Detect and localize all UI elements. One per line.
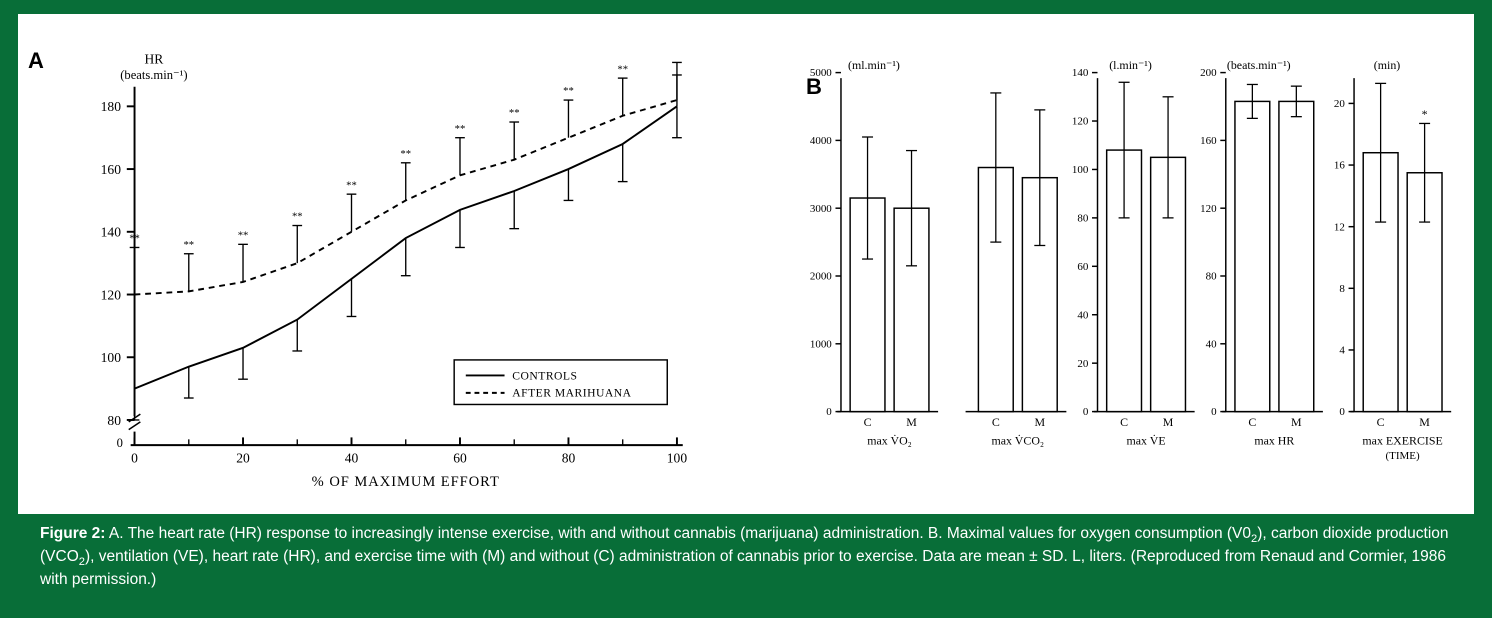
svg-text:**: **: [563, 86, 574, 97]
svg-text:200: 200: [1200, 67, 1217, 79]
svg-text:120: 120: [101, 287, 122, 302]
svg-text:180: 180: [101, 99, 122, 114]
svg-text:16: 16: [1334, 160, 1345, 172]
svg-text:8: 8: [1339, 283, 1345, 295]
svg-text:(TIME): (TIME): [1386, 450, 1421, 462]
svg-text:(ml.min⁻¹): (ml.min⁻¹): [848, 58, 900, 72]
svg-text:(beats.min⁻¹): (beats.min⁻¹): [120, 68, 187, 82]
svg-text:80: 80: [562, 451, 576, 466]
svg-text:**: **: [455, 124, 466, 135]
svg-text:**: **: [346, 180, 357, 191]
svg-text:3000: 3000: [810, 203, 832, 215]
svg-text:M: M: [1163, 415, 1174, 429]
svg-text:1000: 1000: [810, 338, 832, 350]
svg-text:40: 40: [1206, 338, 1217, 350]
svg-text:M: M: [1419, 415, 1430, 429]
svg-text:40: 40: [1077, 309, 1088, 321]
svg-text:140: 140: [1072, 67, 1089, 79]
svg-text:140: 140: [101, 225, 122, 240]
svg-text:100: 100: [667, 451, 688, 466]
svg-text:20: 20: [1077, 358, 1088, 370]
panel-a-chart: HR(beats.min⁻¹) 0 80 100 120 140 160 180 0 20 40 60…: [28, 24, 706, 506]
panel-b-chart: (ml.min⁻¹)010002000300040005000CMmax V̇O…: [786, 24, 1464, 506]
svg-text:(min): (min): [1374, 58, 1400, 72]
svg-text:max V̇O₂: max V̇O₂: [867, 433, 912, 447]
svg-text:20: 20: [236, 451, 250, 466]
svg-text:160: 160: [1200, 135, 1217, 147]
svg-text:0: 0: [1339, 406, 1345, 418]
svg-text:0: 0: [826, 406, 832, 418]
panel-b: B (ml.min⁻¹)010002000300040005000CMmax V…: [786, 24, 1464, 506]
svg-text:CONTROLS: CONTROLS: [512, 369, 577, 382]
svg-text:HR: HR: [145, 52, 165, 67]
svg-text:0: 0: [1211, 406, 1217, 418]
svg-text:max V̇E: max V̇E: [1127, 433, 1166, 447]
svg-text:AFTER MARIHUANA: AFTER MARIHUANA: [512, 387, 631, 400]
svg-text:*: *: [1422, 107, 1428, 121]
svg-text:max HR: max HR: [1254, 434, 1294, 448]
svg-text:max EXERCISE: max EXERCISE: [1362, 434, 1442, 448]
figure-caption: Figure 2: A. The heart rate (HR) respons…: [18, 514, 1474, 591]
svg-text:4: 4: [1339, 345, 1345, 357]
svg-text:160: 160: [101, 162, 122, 177]
svg-text:0: 0: [131, 451, 138, 466]
svg-text:(beats.min⁻¹): (beats.min⁻¹): [1227, 58, 1291, 72]
svg-text:C: C: [992, 415, 1000, 429]
svg-text:M: M: [906, 415, 917, 429]
svg-text:% OF MAXIMUM EFFORT: % OF MAXIMUM EFFORT: [312, 474, 500, 490]
svg-text:100: 100: [101, 350, 122, 365]
svg-text:**: **: [129, 234, 140, 245]
panel-a: A HR(beats.min⁻¹) 0 80 100 120 140 160 180 0 20 40…: [28, 24, 706, 506]
svg-text:max V̇CO₂: max V̇CO₂: [992, 433, 1045, 447]
svg-text:0: 0: [1083, 406, 1089, 418]
svg-text:120: 120: [1072, 116, 1089, 128]
svg-text:60: 60: [453, 451, 467, 466]
svg-text:20: 20: [1334, 98, 1345, 110]
svg-text:40: 40: [345, 451, 359, 466]
svg-text:**: **: [400, 149, 411, 160]
panel-b-letter: B: [806, 74, 822, 100]
caption-lead: Figure 2:: [40, 525, 105, 542]
svg-text:80: 80: [107, 413, 121, 428]
svg-text:**: **: [183, 240, 194, 251]
svg-text:100: 100: [1072, 164, 1089, 176]
svg-text:2000: 2000: [810, 271, 832, 283]
svg-text:C: C: [1120, 415, 1128, 429]
svg-text:60: 60: [1077, 261, 1088, 273]
svg-text:0: 0: [117, 436, 123, 450]
panel-a-letter: A: [28, 48, 44, 74]
caption-text-3: ), ventilation (VE), heart rate (HR), an…: [40, 548, 1446, 588]
svg-text:C: C: [864, 415, 872, 429]
svg-text:80: 80: [1206, 271, 1217, 283]
svg-text:12: 12: [1334, 221, 1345, 233]
svg-text:**: **: [509, 108, 520, 119]
svg-text:**: **: [238, 231, 249, 242]
svg-text:M: M: [1034, 415, 1045, 429]
svg-text:M: M: [1291, 415, 1302, 429]
svg-text:4000: 4000: [810, 135, 832, 147]
svg-text:**: **: [617, 64, 628, 75]
svg-text:80: 80: [1077, 213, 1088, 225]
svg-text:C: C: [1248, 415, 1256, 429]
svg-text:C: C: [1377, 415, 1385, 429]
svg-text:120: 120: [1200, 203, 1217, 215]
svg-text:(l.min⁻¹): (l.min⁻¹): [1109, 58, 1152, 72]
svg-text:**: **: [292, 212, 303, 223]
caption-text-1: A. The heart rate (HR) response to incre…: [105, 525, 1251, 542]
